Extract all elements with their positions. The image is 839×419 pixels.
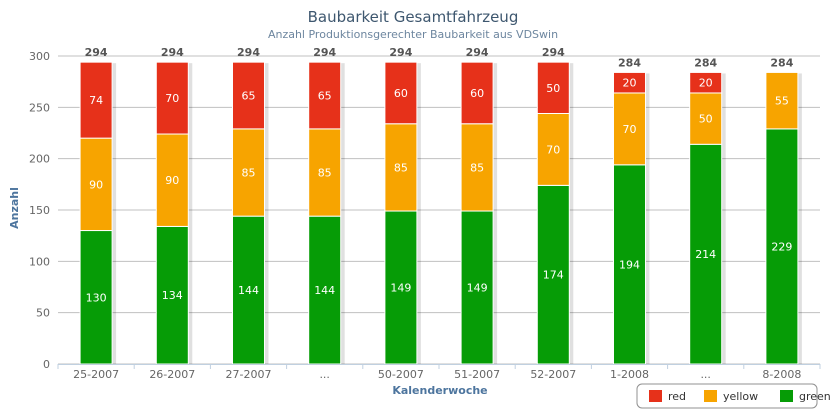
legend-item-green[interactable]: green <box>780 390 831 403</box>
chart-title: Baubarkeit Gesamtfahrzeug <box>308 8 519 26</box>
bar-segment-yellow[interactable] <box>308 128 342 217</box>
data-label: 130 <box>86 291 107 304</box>
y-tick-label: 250 <box>29 101 50 114</box>
data-label: 65 <box>242 90 256 103</box>
x-tick-label: 27-2007 <box>226 368 272 381</box>
bar-segment-red[interactable] <box>155 61 189 135</box>
bar-segment-green[interactable] <box>460 210 494 365</box>
y-tick-label: 150 <box>29 204 50 217</box>
x-tick-label: 8-2008 <box>762 368 801 381</box>
bar-segment-yellow[interactable] <box>79 137 113 232</box>
plot-area: 130 90 74 294 134 90 70 294 144 85 65 294 144 85 65 294… <box>79 46 802 365</box>
bar-segment-red[interactable] <box>460 61 494 125</box>
bar-segment-green[interactable] <box>613 164 646 365</box>
data-label: 90 <box>165 174 179 187</box>
y-tick-label: 0 <box>43 358 50 371</box>
bar-segment-green[interactable] <box>536 184 570 365</box>
data-label: 20 <box>699 77 713 90</box>
y-tick-label: 200 <box>29 153 50 166</box>
legend-label: yellow <box>723 390 758 403</box>
x-tick-label: 51-2007 <box>454 368 500 381</box>
bar-segment-yellow[interactable] <box>613 92 646 166</box>
data-label: 194 <box>619 258 640 271</box>
bar-segment-green[interactable] <box>384 210 418 365</box>
total-label: 294 <box>466 46 489 59</box>
x-tick-label: 25-2007 <box>73 368 119 381</box>
bar-segment-yellow[interactable] <box>765 71 799 130</box>
legend-swatch <box>704 390 717 402</box>
data-label: 50 <box>546 82 560 95</box>
data-label: 50 <box>699 113 713 126</box>
legend-item-yellow[interactable]: yellow <box>704 390 758 403</box>
bar-segment-green[interactable] <box>308 215 342 365</box>
bar-segment-green[interactable] <box>765 128 799 365</box>
legend-label: green <box>799 390 831 403</box>
total-label: 284 <box>694 56 717 69</box>
data-label: 90 <box>89 178 103 191</box>
data-label: 85 <box>242 167 256 180</box>
data-label: 70 <box>546 143 560 156</box>
data-label: 229 <box>771 240 792 253</box>
x-axis-title: Kalenderwoche <box>392 384 487 397</box>
data-label: 55 <box>775 95 789 108</box>
bar-segment-red[interactable] <box>308 61 342 130</box>
data-label: 70 <box>623 123 637 136</box>
data-label: 85 <box>318 167 332 180</box>
data-label: 60 <box>470 87 484 100</box>
bar-segment-red[interactable] <box>79 61 113 139</box>
bar-segment-yellow[interactable] <box>384 123 418 212</box>
bar-segment-red[interactable] <box>689 71 723 94</box>
chart-subtitle: Anzahl Produktionsgerechter Baubarkeit a… <box>268 28 558 41</box>
data-label: 60 <box>394 87 408 100</box>
data-label: 85 <box>394 161 408 174</box>
y-tick-label: 300 <box>29 50 50 63</box>
bar-segment-yellow[interactable] <box>155 133 189 227</box>
data-label: 144 <box>238 284 259 297</box>
data-label: 214 <box>695 248 716 261</box>
total-label: 294 <box>542 46 565 59</box>
total-label: 284 <box>618 56 641 69</box>
total-label: 284 <box>770 56 793 69</box>
data-label: 74 <box>89 94 103 107</box>
y-tick-label: 100 <box>29 255 50 268</box>
legend-box <box>636 383 818 409</box>
total-label: 294 <box>237 46 260 59</box>
axes: 0 50 100 150 200 250 300 25-2007 26-2007 27-2007.… <box>29 50 821 381</box>
bar-segment-red[interactable] <box>536 61 570 114</box>
data-label: 65 <box>318 90 332 103</box>
legend-swatch <box>780 390 793 402</box>
x-tick-label: ... <box>700 368 711 381</box>
x-tick-label: 52-2007 <box>530 368 576 381</box>
bar-segment-yellow[interactable] <box>689 92 723 145</box>
total-label: 294 <box>313 46 336 59</box>
x-tick-label: ... <box>319 368 330 381</box>
legend-label: red <box>668 390 686 403</box>
data-label: 70 <box>165 92 179 105</box>
data-label: 20 <box>623 77 637 90</box>
y-tick-label: 50 <box>36 307 50 320</box>
data-label: 85 <box>470 161 484 174</box>
total-label: 294 <box>85 46 108 59</box>
x-tick-label: 50-2007 <box>378 368 424 381</box>
legend-swatch <box>649 390 662 402</box>
legend-item-red[interactable]: red <box>649 390 686 403</box>
x-tick-label: 26-2007 <box>149 368 195 381</box>
x-tick-label: 1-2008 <box>610 368 649 381</box>
bar-segment-yellow[interactable] <box>232 128 265 217</box>
data-label: 144 <box>314 284 335 297</box>
bar-segment-red[interactable] <box>232 61 265 130</box>
total-label: 294 <box>389 46 412 59</box>
data-label: 149 <box>390 282 411 295</box>
data-label: 134 <box>162 289 183 302</box>
total-label: 294 <box>161 46 184 59</box>
y-axis-title: Anzahl <box>8 187 21 229</box>
bar-segment-red[interactable] <box>384 61 418 125</box>
legend[interactable]: red yellow green <box>636 383 831 409</box>
data-label: 174 <box>543 269 564 282</box>
bar-segment-yellow[interactable] <box>536 112 570 186</box>
data-label: 149 <box>467 282 488 295</box>
bar-segment-red[interactable] <box>613 71 646 94</box>
